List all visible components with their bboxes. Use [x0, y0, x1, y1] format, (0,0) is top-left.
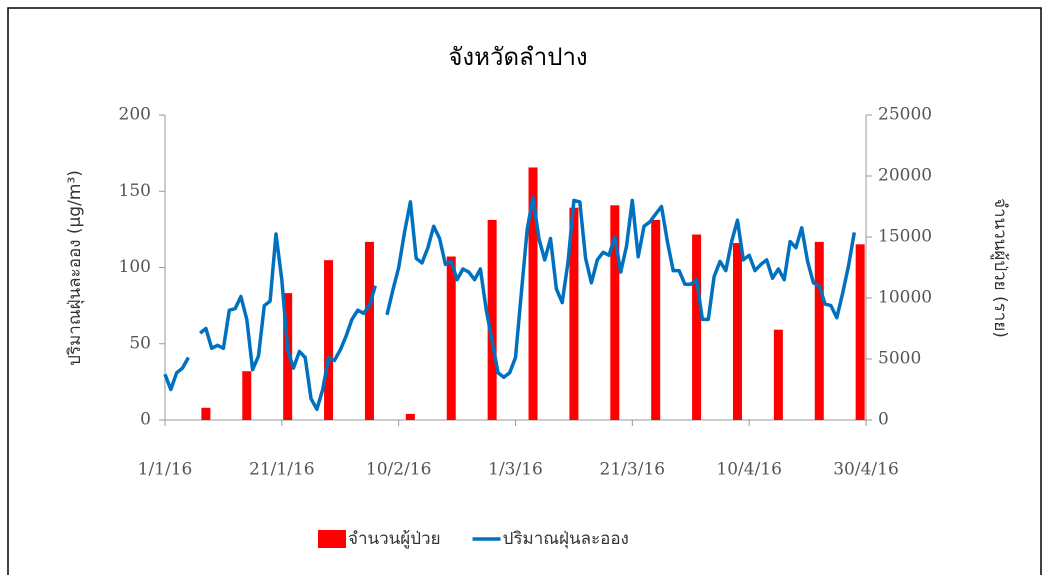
y-axis-label: ปริมาณฝุ่นละออง (µg/m³) [65, 170, 85, 366]
x-tick-label: 1/1/16 [138, 460, 193, 480]
bar [324, 260, 334, 420]
y2-axis-label: จำนวนผู้ป่วย (ราย) [990, 198, 1010, 338]
y2-tick-label: 20000 [878, 166, 932, 186]
x-tick-label: 21/1/16 [249, 460, 315, 480]
y-tick-label: 0 [140, 410, 151, 430]
y-tick-label: 150 [119, 181, 151, 201]
y2-tick-label: 15000 [878, 227, 932, 247]
bar [855, 244, 865, 420]
x-tick-label: 10/4/16 [716, 460, 782, 480]
y-tick-label: 100 [119, 257, 151, 277]
bar [242, 371, 252, 420]
x-tick-label: 10/2/16 [366, 460, 432, 480]
x-tick-label: 21/3/16 [600, 460, 666, 480]
bar [569, 207, 579, 420]
bar [201, 407, 211, 420]
y2-tick-label: 0 [878, 410, 889, 430]
bar [610, 205, 620, 420]
chart-title: จังหวัดลำปาง [448, 43, 587, 71]
bar [364, 241, 374, 420]
y2-tick-label: 25000 [878, 105, 932, 125]
line [163, 195, 857, 412]
chart-frame [7, 7, 1042, 575]
y2-tick-label: 5000 [878, 349, 921, 369]
bar [732, 243, 742, 420]
bar [528, 167, 538, 420]
bar [446, 256, 456, 420]
bar [487, 219, 497, 420]
legend-swatch [318, 530, 346, 548]
y-tick-label: 200 [119, 105, 151, 125]
legend-label: จำนวนผู้ป่วย [348, 529, 441, 549]
bar [405, 413, 415, 420]
x-tick-label: 30/4/16 [833, 460, 899, 480]
y2-tick-label: 10000 [878, 288, 932, 308]
bar [814, 241, 824, 420]
x-tick-label: 1/3/16 [488, 460, 543, 480]
bar [773, 329, 783, 420]
y-tick-label: 50 [129, 333, 151, 353]
legend-label: ปริมาณฝุ่นละออง [503, 529, 629, 549]
bar [692, 234, 702, 420]
bar [651, 219, 661, 420]
bar [283, 293, 293, 420]
